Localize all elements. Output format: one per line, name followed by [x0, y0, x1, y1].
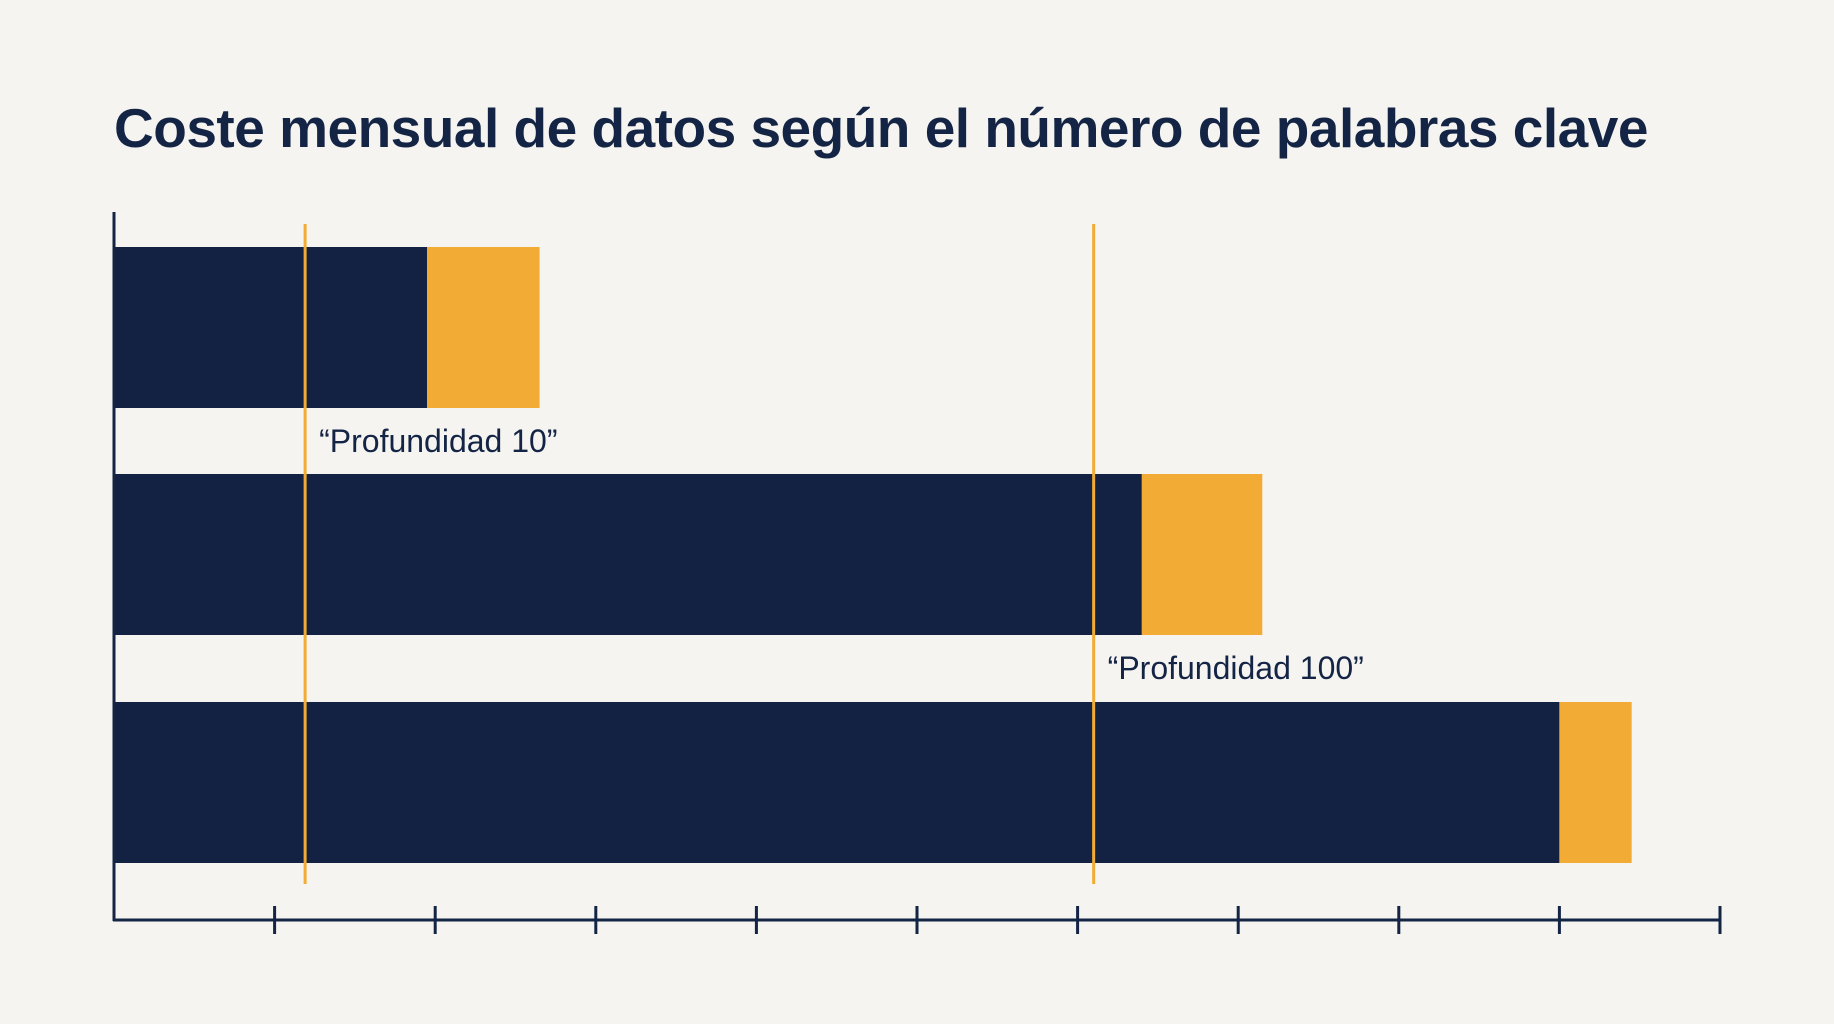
bar-3-segment-1 — [114, 702, 1560, 863]
reference-label-2: “Profundidad 100” — [1108, 650, 1364, 686]
bar-2-segment-1 — [114, 474, 1142, 635]
reference-label-1: “Profundidad 10” — [319, 423, 557, 459]
bar-2-segment-2 — [1141, 474, 1263, 635]
chart-title: Coste mensual de datos según el número d… — [114, 97, 1648, 159]
bar-1-segment-1 — [114, 247, 428, 408]
bar-1-segment-2 — [427, 247, 540, 408]
bar-3-segment-2 — [1559, 702, 1632, 863]
